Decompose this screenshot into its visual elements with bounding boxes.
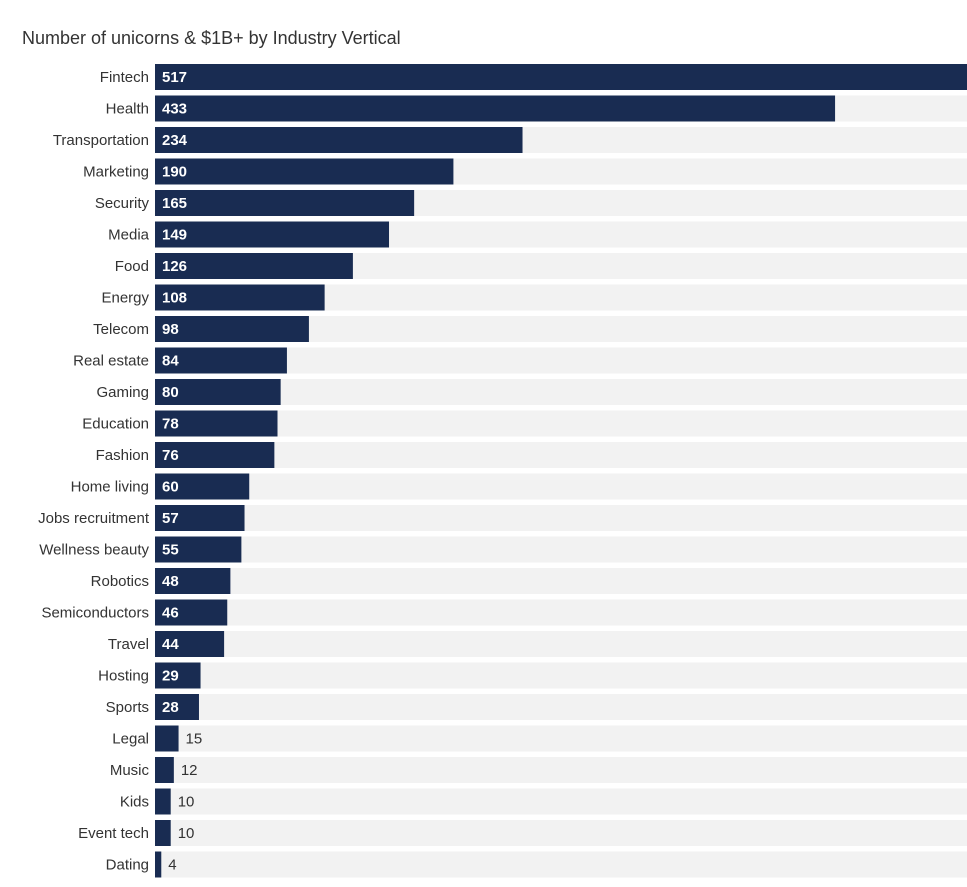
value-label-sports: 28 bbox=[162, 699, 179, 716]
category-label-telecom: Telecom bbox=[93, 321, 149, 338]
bar-sports bbox=[155, 694, 199, 720]
category-label-food: Food bbox=[115, 258, 149, 275]
value-label-transportation: 234 bbox=[162, 132, 188, 149]
bar-security bbox=[155, 190, 415, 216]
bar-education bbox=[155, 410, 278, 437]
bar-robotics bbox=[155, 568, 231, 594]
category-label-sports: Sports bbox=[106, 699, 149, 716]
category-label-home-living: Home living bbox=[71, 479, 149, 496]
bar-track-semiconductors bbox=[155, 599, 967, 626]
value-label-music: 12 bbox=[181, 762, 198, 779]
value-label-real-estate: 84 bbox=[162, 353, 179, 370]
value-label-travel: 44 bbox=[162, 636, 179, 653]
bar-track-education bbox=[155, 410, 967, 437]
value-label-food: 126 bbox=[162, 258, 187, 275]
value-label-marketing: 190 bbox=[162, 164, 187, 181]
bar-track-gaming bbox=[155, 379, 967, 405]
value-label-telecom: 98 bbox=[162, 321, 179, 338]
value-label-jobs-recruitment: 57 bbox=[162, 510, 179, 527]
bar-fashion bbox=[155, 442, 275, 468]
value-label-media: 149 bbox=[162, 227, 187, 244]
value-label-fashion: 76 bbox=[162, 447, 179, 464]
category-label-marketing: Marketing bbox=[83, 164, 149, 181]
value-label-dating: 4 bbox=[168, 857, 176, 874]
bar-marketing bbox=[155, 158, 454, 185]
bar-track-wellness-beauty bbox=[155, 536, 967, 563]
value-label-wellness-beauty: 55 bbox=[162, 542, 179, 559]
bar-transportation bbox=[155, 127, 523, 153]
value-label-hosting: 29 bbox=[162, 668, 179, 685]
value-label-kids: 10 bbox=[178, 794, 195, 811]
bar-event-tech bbox=[155, 820, 171, 846]
category-label-jobs-recruitment: Jobs recruitment bbox=[38, 510, 150, 527]
category-label-semiconductors: Semiconductors bbox=[41, 605, 149, 622]
bar-gaming bbox=[155, 379, 281, 405]
bar-track-jobs-recruitment bbox=[155, 505, 967, 531]
bar-track-robotics bbox=[155, 568, 967, 594]
value-label-home-living: 60 bbox=[162, 479, 179, 496]
category-label-fintech: Fintech bbox=[100, 69, 149, 86]
value-label-event-tech: 10 bbox=[178, 825, 195, 842]
value-label-health: 433 bbox=[162, 101, 187, 118]
bar-kids bbox=[155, 788, 171, 815]
category-label-fashion: Fashion bbox=[96, 447, 149, 464]
bar-wellness-beauty bbox=[155, 536, 242, 563]
category-label-event-tech: Event tech bbox=[78, 825, 149, 842]
bar-track-hosting bbox=[155, 662, 967, 689]
bar-track-legal bbox=[155, 725, 967, 752]
bar-telecom bbox=[155, 316, 309, 342]
bar-music bbox=[155, 757, 174, 783]
category-label-security: Security bbox=[95, 195, 150, 212]
category-label-hosting: Hosting bbox=[98, 668, 149, 685]
category-label-travel: Travel bbox=[108, 636, 149, 653]
bar-track-dating bbox=[155, 851, 967, 878]
value-label-energy: 108 bbox=[162, 290, 187, 307]
bar-track-real-estate bbox=[155, 347, 967, 374]
bar-track-event-tech bbox=[155, 820, 967, 846]
value-label-security: 165 bbox=[162, 195, 187, 212]
category-label-kids: Kids bbox=[120, 794, 149, 811]
category-label-wellness-beauty: Wellness beauty bbox=[39, 542, 149, 559]
bar-track-fashion bbox=[155, 442, 967, 468]
value-label-legal: 15 bbox=[186, 731, 203, 748]
bar-track-music bbox=[155, 757, 967, 783]
bar-real-estate bbox=[155, 347, 287, 374]
bar-dating bbox=[155, 851, 162, 878]
category-label-energy: Energy bbox=[101, 290, 149, 307]
category-label-transportation: Transportation bbox=[53, 132, 149, 149]
bar-track-sports bbox=[155, 694, 967, 720]
category-label-legal: Legal bbox=[112, 731, 149, 748]
bar-track-home-living bbox=[155, 473, 967, 500]
category-label-education: Education bbox=[82, 416, 149, 433]
value-label-education: 78 bbox=[162, 416, 179, 433]
bar-home-living bbox=[155, 473, 250, 500]
chart-title: Number of unicorns & $1B+ by Industry Ve… bbox=[22, 28, 401, 48]
category-label-health: Health bbox=[106, 101, 149, 118]
value-label-semiconductors: 46 bbox=[162, 605, 179, 622]
category-label-media: Media bbox=[108, 227, 150, 244]
bar-legal bbox=[155, 725, 179, 752]
bar-media bbox=[155, 221, 390, 248]
bar-jobs-recruitment bbox=[155, 505, 245, 531]
bar-hosting bbox=[155, 662, 201, 689]
bar-travel bbox=[155, 631, 225, 657]
bar-food bbox=[155, 253, 353, 279]
category-label-real-estate: Real estate bbox=[73, 353, 149, 370]
value-label-fintech: 517 bbox=[162, 69, 187, 86]
bar-energy bbox=[155, 284, 325, 311]
bar-semiconductors bbox=[155, 599, 228, 626]
category-label-robotics: Robotics bbox=[91, 573, 149, 590]
bar-track-travel bbox=[155, 631, 967, 657]
value-label-robotics: 48 bbox=[162, 573, 179, 590]
value-label-gaming: 80 bbox=[162, 384, 179, 401]
category-label-gaming: Gaming bbox=[96, 384, 149, 401]
bar-health bbox=[155, 95, 836, 122]
category-label-music: Music bbox=[110, 762, 150, 779]
bar-track-kids bbox=[155, 788, 967, 815]
bar-fintech bbox=[155, 64, 967, 90]
category-label-dating: Dating bbox=[106, 857, 149, 874]
